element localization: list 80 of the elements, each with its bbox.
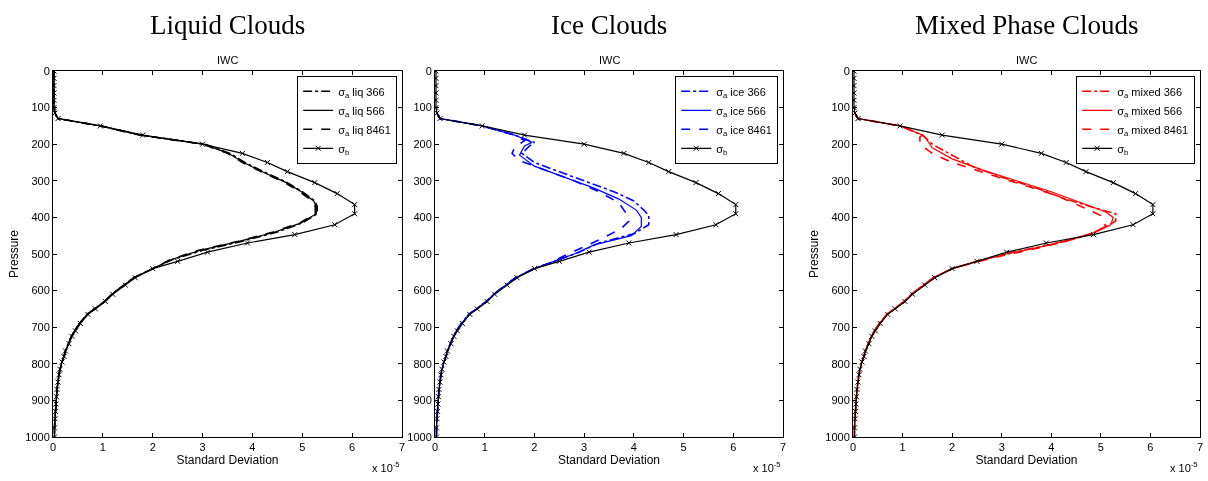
chart-title: Liquid Clouds (150, 10, 306, 40)
x-tick-label: 6 (730, 441, 737, 454)
y-tick-label: 400 (413, 211, 432, 224)
x-tick-label: 7 (779, 441, 787, 454)
x-tick-label: 1 (899, 441, 906, 454)
legend-label: σ$_{a}$ ice 8461 (716, 123, 772, 138)
chart-title: Mixed Phase Clouds (915, 10, 1139, 40)
legend-label: σ$_{a}$ liq 8461 (338, 123, 391, 138)
x-axis-title: Standard Deviation (557, 453, 661, 468)
legend-label: σ$_{a}$ mixed 8461 (1117, 123, 1189, 138)
chart-subtitle: IWC (1016, 54, 1038, 66)
y-tick-label: 500 (831, 247, 850, 260)
x-tick-label: 3 (998, 441, 1005, 454)
y-tick-label: 600 (31, 284, 50, 297)
y-tick-label: 400 (831, 211, 850, 224)
x-tick-label: 4 (1048, 441, 1055, 454)
y-tick-label: 600 (831, 284, 850, 297)
y-tick-label: 100 (413, 101, 432, 114)
x-tick-label: 7 (1196, 441, 1204, 454)
y-tick-label: 300 (31, 174, 50, 187)
y-tick-label: 0 (843, 64, 850, 77)
y-tick-label: 700 (31, 321, 50, 334)
y-axis-title: Pressure (6, 229, 21, 279)
y-tick-label: 800 (31, 357, 50, 370)
legend-label: σ$_{a}$ mixed 366 (1117, 85, 1183, 100)
legend-label: σ$_{a}$ mixed 566 (1117, 104, 1183, 119)
x-tick-label: 6 (1147, 441, 1154, 454)
x-tick-label: 3 (199, 441, 206, 454)
y-tick-label: 100 (31, 101, 50, 114)
y-tick-label: 0 (425, 64, 432, 77)
x-tick-label: 7 (398, 441, 406, 454)
legend-label: σ$_{b}$ (716, 142, 728, 157)
legend-label: σ$_{b}$ (338, 142, 350, 157)
x-tick-label: 1 (99, 441, 106, 454)
y-tick-label: 900 (31, 394, 50, 407)
y-tick-label: 400 (31, 211, 50, 224)
x-tick-label: 2 (149, 441, 156, 454)
legend-label: σ$_{a}$ liq 566 (338, 104, 385, 119)
y-tick-label: 200 (413, 138, 432, 151)
x-tick-label: 5 (299, 441, 306, 454)
chart-subtitle: IWC (217, 54, 239, 66)
x-tick-label: 2 (949, 441, 956, 454)
text: x 10$^{-5}$ (1170, 460, 1198, 474)
y-axis-title: Pressure (806, 229, 821, 279)
y-tick-label: 500 (31, 247, 50, 260)
x-tick-label: 2 (531, 441, 538, 454)
y-tick-label: 700 (413, 321, 432, 334)
y-tick-label: 200 (831, 138, 850, 151)
y-tick-label: 900 (831, 394, 850, 407)
y-tick-label: 1000 (825, 430, 850, 443)
text: x 10$^{-5}$ (372, 460, 400, 474)
y-tick-label: 100 (831, 101, 850, 114)
x-tick-label: 5 (1097, 441, 1104, 454)
x-axis-title: Standard Deviation (176, 453, 279, 468)
y-tick-label: 800 (831, 357, 850, 370)
text: x 10$^{-5}$ (753, 460, 781, 474)
x-tick-label: 4 (249, 441, 256, 454)
y-tick-label: 700 (831, 321, 850, 334)
x-axis-title: Standard Deviation (975, 453, 1078, 468)
y-tick-label: 500 (413, 247, 432, 260)
legend-label: σ$_{a}$ liq 366 (338, 85, 385, 100)
chart-subtitle: IWC (599, 54, 621, 66)
y-tick-label: 200 (31, 138, 50, 151)
legend-label: σ$_{a}$ ice 366 (716, 85, 766, 100)
x-tick-label: 3 (581, 441, 588, 454)
x-tick-label: 5 (680, 441, 687, 454)
y-tick-label: 1000 (25, 430, 50, 443)
x-tick-label: 4 (630, 441, 637, 454)
y-tick-label: 300 (831, 174, 850, 187)
y-tick-label: 300 (413, 174, 432, 187)
y-tick-label: 900 (413, 394, 432, 407)
x-tick-label: 1 (481, 441, 488, 454)
y-tick-label: 0 (43, 64, 50, 77)
x-tick-label: 6 (349, 441, 356, 454)
y-tick-label: 1000 (407, 430, 432, 443)
y-tick-label: 600 (413, 284, 432, 297)
y-tick-label: 800 (413, 357, 432, 370)
legend-label: σ$_{b}$ (1117, 142, 1129, 157)
chart-title: Ice Clouds (551, 10, 668, 40)
legend-label: σ$_{a}$ ice 566 (716, 104, 766, 119)
